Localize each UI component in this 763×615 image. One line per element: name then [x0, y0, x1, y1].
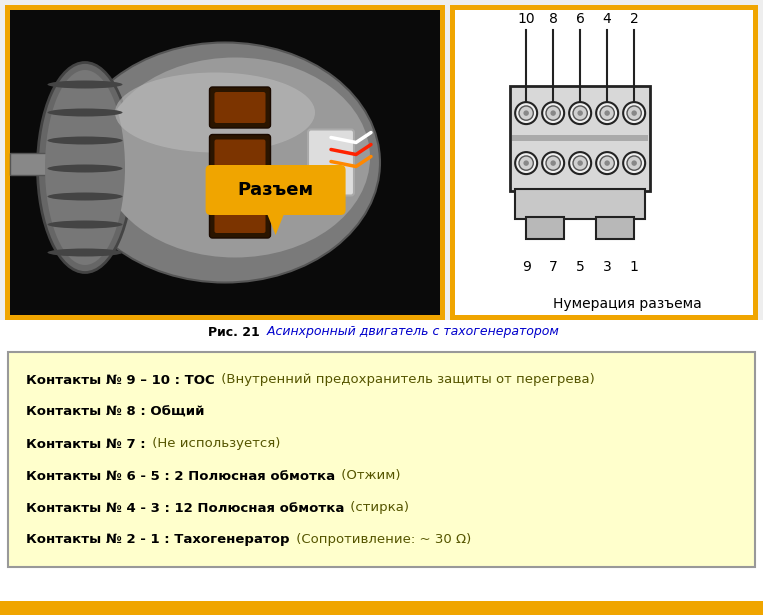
Bar	[10, 153, 85, 175]
Polygon shape	[266, 210, 285, 235]
Circle shape	[573, 156, 588, 170]
Bar	[450, 5, 758, 320]
FancyBboxPatch shape	[210, 197, 271, 238]
Bar	[0, 601, 763, 615]
FancyBboxPatch shape	[205, 165, 346, 215]
Circle shape	[569, 152, 591, 174]
Circle shape	[523, 161, 529, 166]
Bar	[596, 216, 634, 239]
Ellipse shape	[47, 192, 123, 200]
Text: 10: 10	[517, 12, 535, 26]
Text: Контакты № 4 - 3 : 12 Полюсная обмотка: Контакты № 4 - 3 : 12 Полюсная обмотка	[26, 501, 344, 515]
Text: 4: 4	[603, 12, 611, 26]
FancyBboxPatch shape	[214, 202, 266, 233]
Bar	[510, 85, 650, 191]
FancyBboxPatch shape	[214, 140, 266, 175]
Text: 3: 3	[603, 260, 611, 274]
Circle shape	[542, 152, 564, 174]
Text: 7: 7	[549, 260, 558, 274]
Bar	[512, 135, 648, 141]
Bar	[10, 10, 440, 315]
Ellipse shape	[47, 108, 123, 116]
Circle shape	[519, 106, 533, 121]
Text: (Отжим): (Отжим)	[337, 469, 401, 483]
Bar	[455, 10, 753, 315]
Circle shape	[550, 110, 556, 116]
Circle shape	[623, 152, 645, 174]
Text: Контакты № 8 : Общий: Контакты № 8 : Общий	[26, 405, 204, 418]
Text: (Сопротивление: ~ 30 Ω): (Сопротивление: ~ 30 Ω)	[291, 533, 471, 547]
Text: 8: 8	[549, 12, 558, 26]
Circle shape	[542, 102, 564, 124]
Text: Асинхронный двигатель с тахогенератором: Асинхронный двигатель с тахогенератором	[263, 325, 559, 338]
Ellipse shape	[47, 248, 123, 256]
Circle shape	[519, 156, 533, 170]
Ellipse shape	[115, 73, 315, 153]
Text: Контакты № 7 :: Контакты № 7 :	[26, 437, 146, 451]
Text: 1: 1	[629, 260, 639, 274]
Ellipse shape	[100, 57, 370, 258]
Text: 5: 5	[576, 260, 584, 274]
Circle shape	[623, 102, 645, 124]
Text: (Внутренний предохранитель защиты от перегрева): (Внутренний предохранитель защиты от пер…	[217, 373, 594, 386]
FancyBboxPatch shape	[210, 87, 271, 128]
Ellipse shape	[37, 63, 133, 272]
Circle shape	[632, 161, 637, 166]
Circle shape	[604, 110, 610, 116]
FancyBboxPatch shape	[214, 92, 266, 123]
Bar	[526, 216, 564, 239]
Circle shape	[515, 102, 537, 124]
Text: Нумерация разъема: Нумерация разъема	[553, 297, 702, 311]
Ellipse shape	[47, 137, 123, 145]
Circle shape	[604, 161, 610, 166]
Ellipse shape	[47, 81, 123, 89]
FancyBboxPatch shape	[210, 135, 271, 180]
Bar	[8, 352, 755, 567]
Circle shape	[600, 156, 614, 170]
Text: 9: 9	[522, 260, 530, 274]
Bar	[515, 189, 645, 218]
Circle shape	[578, 110, 583, 116]
Text: Разъем: Разъем	[237, 181, 314, 199]
Circle shape	[523, 110, 529, 116]
Text: Контакты № 2 - 1 : Тахогенератор: Контакты № 2 - 1 : Тахогенератор	[26, 533, 289, 547]
Circle shape	[573, 106, 588, 121]
Circle shape	[627, 106, 642, 121]
Circle shape	[550, 161, 556, 166]
Text: Контакты № 9 – 10 : ТОС: Контакты № 9 – 10 : ТОС	[26, 373, 214, 386]
Ellipse shape	[47, 221, 123, 229]
Text: 2: 2	[629, 12, 639, 26]
Text: Контакты № 6 - 5 : 2 Полюсная обмотка: Контакты № 6 - 5 : 2 Полюсная обмотка	[26, 469, 335, 483]
Circle shape	[627, 156, 642, 170]
Bar	[0, 0, 763, 320]
Text: (стирка): (стирка)	[346, 501, 410, 515]
Text: Рис. 21: Рис. 21	[208, 325, 260, 338]
Text: (Не используется): (Не используется)	[147, 437, 280, 451]
Text: 6: 6	[576, 12, 584, 26]
Ellipse shape	[45, 70, 125, 265]
Circle shape	[632, 110, 637, 116]
Circle shape	[596, 152, 618, 174]
Circle shape	[546, 106, 560, 121]
Circle shape	[578, 161, 583, 166]
Ellipse shape	[47, 164, 123, 172]
Circle shape	[600, 106, 614, 121]
Ellipse shape	[70, 42, 380, 282]
Circle shape	[596, 102, 618, 124]
Circle shape	[515, 152, 537, 174]
FancyBboxPatch shape	[308, 130, 354, 196]
Circle shape	[546, 156, 560, 170]
Bar	[5, 5, 445, 320]
Circle shape	[569, 102, 591, 124]
